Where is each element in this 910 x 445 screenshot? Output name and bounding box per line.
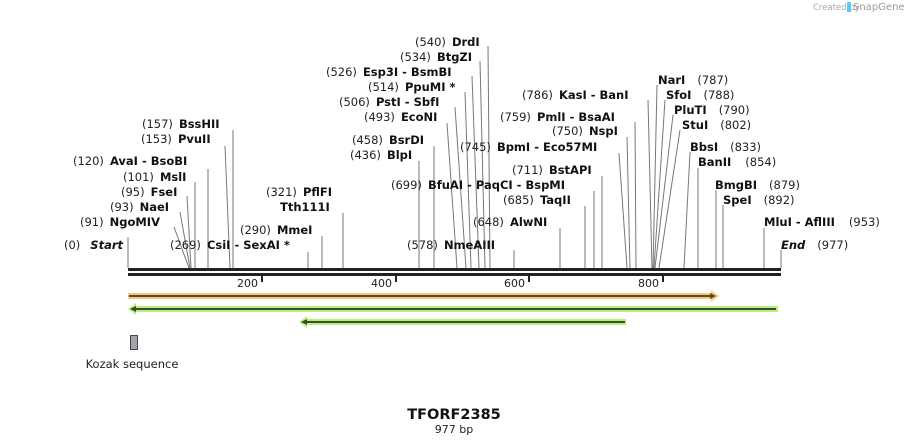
- svg-text:PluTI(790): PluTI (790): [674, 103, 750, 117]
- snapgene-credit: Created by SnapGene: [813, 2, 905, 13]
- svg-text:(750)NspI: (750) NspI: [552, 124, 618, 138]
- cut-site-labels: (0) Start (91) NgoMIV (93) NaeI (95) FseI (1…: [64, 35, 880, 252]
- svg-text:(153)PvuII: (153) PvuII: [141, 132, 211, 146]
- svg-text:(269)CsiI - SexAI *: (269) CsiI - SexAI *: [170, 238, 290, 252]
- svg-text:200: 200: [237, 277, 258, 290]
- svg-text:400: 400: [371, 277, 392, 290]
- svg-text:(321)PflFI: (321) PflFI: [266, 185, 332, 199]
- svg-text:(458)BsrDI: (458) BsrDI: [352, 133, 424, 147]
- svg-text:Created by: Created by: [813, 3, 860, 13]
- svg-text:Tth111I: Tth111I: [280, 200, 330, 214]
- svg-text:(95)FseI: (95) FseI: [121, 185, 177, 199]
- svg-text:(93)NaeI: (93) NaeI: [110, 200, 169, 214]
- svg-text:(120)AvaI - BsoBI: (120) AvaI - BsoBI: [73, 154, 187, 168]
- svg-text:(540)DrdI: (540) DrdI: [415, 35, 480, 49]
- svg-text:(786)KasI - BanI: (786) KasI - BanI: [522, 88, 629, 102]
- svg-text:(0)Start: (0) Start: [64, 238, 124, 252]
- svg-text:(526)Esp3I - BsmBI: (526) Esp3I - BsmBI: [326, 65, 452, 79]
- svg-text:(699)BfuAI - PaqCI - BspMI: (699) BfuAI - PaqCI - BspMI: [391, 178, 565, 192]
- map-title: TFORF2385: [407, 407, 501, 423]
- svg-text:(91)NgoMIV: (91) NgoMIV: [80, 215, 160, 229]
- svg-text:(101)MslI: (101) MslI: [123, 170, 186, 184]
- svg-text:800: 800: [638, 277, 659, 290]
- cut-site-lines: [127, 45, 782, 269]
- svg-text:(578)NmeAIII: (578) NmeAIII: [407, 238, 495, 252]
- svg-text:StuI(802): StuI (802): [682, 118, 751, 132]
- svg-text:(514)PpuMI *: (514) PpuMI *: [368, 80, 456, 94]
- feature-kozak-sequence[interactable]: Kozak sequence: [86, 335, 179, 372]
- svg-text:(506)PstI - SbfI: (506) PstI - SbfI: [339, 95, 439, 109]
- svg-text:NarI(787): NarI (787): [658, 73, 728, 87]
- svg-text:(157)BssHII: (157) BssHII: [142, 117, 220, 131]
- svg-text:(685)TaqII: (685) TaqII: [503, 193, 571, 207]
- sequence-backbone: [128, 268, 781, 276]
- map-length: 977 bp: [435, 423, 473, 436]
- svg-text:(648)AlwNI: (648) AlwNI: [473, 215, 547, 229]
- svg-text:(534)BtgZI: (534) BtgZI: [400, 50, 472, 64]
- snapgene-logo-icon: [847, 2, 851, 12]
- svg-text:(436)BlpI: (436) BlpI: [350, 148, 412, 162]
- feature-orf-reverse-2[interactable]: [299, 316, 626, 328]
- svg-text:SnapGene: SnapGene: [853, 2, 905, 13]
- svg-text:BanII(854): BanII (854): [698, 155, 776, 169]
- svg-text:(711)BstAPI: (711) BstAPI: [512, 163, 592, 177]
- svg-text:(493)EcoNI: (493) EcoNI: [364, 110, 437, 124]
- svg-text:SpeI(892): SpeI (892): [723, 193, 795, 207]
- ruler: 200 400 600 800: [237, 276, 664, 290]
- svg-text:BbsI(833): BbsI (833): [690, 140, 761, 154]
- feature-orf-forward[interactable]: [128, 290, 719, 302]
- svg-text:MluI - AflIII(953): MluI - AflIII (953): [764, 215, 880, 229]
- svg-text:(745)BpmI - Eco57MI: (745) BpmI - Eco57MI: [460, 140, 597, 154]
- svg-text:(759)PmlI - BsaAI: (759) PmlI - BsaAI: [500, 110, 615, 124]
- svg-text:Kozak sequence: Kozak sequence: [86, 357, 179, 371]
- svg-text:BmgBI(879): BmgBI (879): [715, 178, 800, 192]
- feature-orf-reverse-1[interactable]: [128, 303, 778, 315]
- svg-text:End(977): End (977): [781, 238, 848, 252]
- svg-text:(290)MmeI: (290) MmeI: [240, 223, 312, 237]
- svg-text:600: 600: [504, 277, 525, 290]
- svg-text:SfoI(788): SfoI (788): [666, 88, 734, 102]
